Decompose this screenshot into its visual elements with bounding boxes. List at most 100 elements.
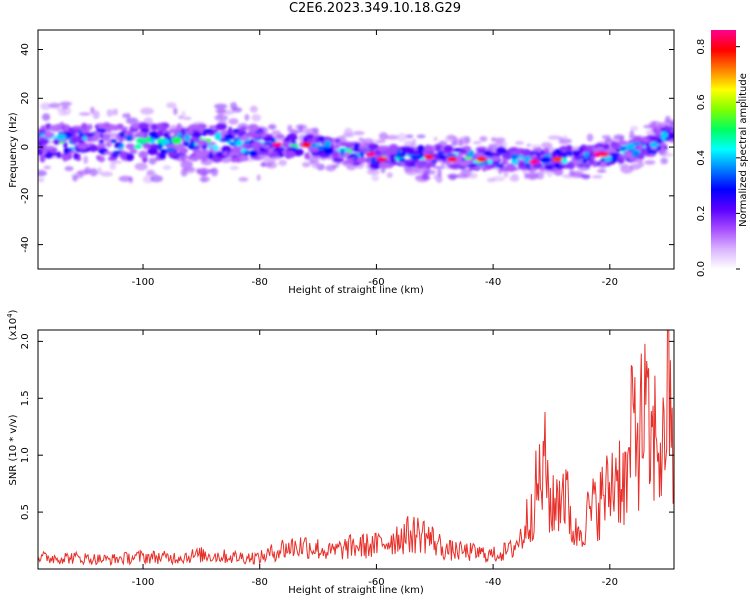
heatmap-cell [199, 168, 208, 177]
snr-y-multiplier-close: ) [8, 309, 19, 313]
x-tick-label: -20 [602, 577, 618, 588]
heatmap-cell [404, 167, 419, 176]
heatmap-cell [285, 150, 296, 159]
heatmap-cell [215, 123, 227, 131]
heatmap-cell [589, 160, 596, 164]
heatmap-cell [417, 160, 424, 169]
heatmap-cell [405, 134, 414, 139]
heatmap-cell [92, 110, 100, 120]
heatmap-cell [77, 141, 89, 150]
heatmap-cell [138, 150, 148, 159]
heatmap-cell [119, 131, 125, 139]
heatmap-cell [208, 125, 217, 129]
heatmap-cell [117, 123, 124, 128]
heatmap-cell [228, 126, 233, 135]
heatmap-cell [501, 166, 507, 172]
x-tick-label: -40 [485, 277, 501, 288]
heatmap-cell [39, 154, 46, 163]
heatmap-cell [140, 128, 150, 133]
heatmap-cell [176, 132, 182, 138]
heatmap-cell [423, 144, 433, 153]
heatmap-cell [263, 152, 271, 157]
heatmap-cell [420, 157, 426, 161]
heatmap-cell [408, 148, 413, 156]
figure-title: C2E6.2023.349.10.18.G29 [288, 1, 462, 16]
heatmap-cell [568, 152, 573, 157]
heatmap-cell [536, 146, 542, 153]
heatmap-cell [106, 141, 111, 149]
heatmap-cell [649, 141, 659, 148]
heatmap-cell [660, 131, 668, 139]
heatmap-cell [404, 160, 412, 166]
heatmap-cell [472, 141, 482, 145]
heatmap-cell [604, 155, 612, 162]
heatmap-cell [178, 115, 184, 120]
heatmap-cell [56, 133, 67, 141]
spectrogram-frame [37, 29, 675, 270]
heatmap-cell [43, 165, 51, 170]
heatmap-cell [660, 157, 668, 165]
heatmap-cell [72, 175, 78, 182]
heatmap-cell [283, 137, 291, 142]
heatmap-cell [585, 146, 591, 152]
heatmap-cell [343, 160, 355, 164]
heatmap-cell [100, 171, 113, 177]
heatmap-cell [389, 157, 397, 164]
heatmap-cell [385, 135, 400, 140]
heatmap-cell [343, 151, 351, 157]
heatmap-cell [498, 164, 503, 169]
heatmap-cell [378, 132, 389, 141]
heatmap-cell [618, 159, 623, 163]
heatmap-cell [183, 166, 196, 174]
heatmap-cell [619, 146, 627, 151]
heatmap-cell [270, 137, 276, 142]
heatmap-cell [138, 122, 149, 130]
heatmap-cell [230, 102, 238, 110]
heatmap-peak [528, 159, 539, 165]
heatmap-cell [166, 147, 176, 152]
heatmap-cell [148, 157, 157, 165]
heatmap-cell [59, 101, 72, 107]
heatmap-cell [150, 123, 158, 131]
heatmap-cell [150, 138, 156, 144]
heatmap-cell [664, 115, 671, 123]
heatmap-cell [167, 152, 179, 157]
heatmap-cell [438, 153, 446, 161]
heatmap-cell [494, 141, 504, 148]
heatmap-cell [641, 149, 649, 155]
heatmap-cell [378, 162, 391, 169]
heatmap-cell [290, 129, 300, 135]
heatmap-cell [244, 113, 250, 121]
heatmap-cell [156, 122, 163, 131]
heatmap-cell [38, 169, 47, 177]
heatmap-cell [318, 135, 325, 143]
x-tick-label: -80 [252, 577, 268, 588]
heatmap-cell [81, 122, 88, 130]
y-tick-label: -20 [20, 188, 31, 204]
heatmap-cell [626, 143, 636, 150]
snr-panel: -100 -80 -60 -40 -20 0.5 1.0 1.5 2.0 Height of … [6, 309, 675, 596]
heatmap-cell [668, 128, 674, 133]
heatmap-cell [631, 151, 638, 157]
heatmap-cell [200, 149, 210, 157]
heatmap-cell [85, 137, 95, 142]
heatmap-cell [510, 153, 518, 160]
heatmap-cell [118, 175, 133, 182]
colorbar-tick-label: 0.4 [696, 150, 707, 166]
heatmap-cell [241, 134, 250, 141]
heatmap-cell [618, 162, 628, 169]
heatmap-cell [367, 143, 379, 150]
heatmap-cell [424, 169, 436, 175]
heatmap-cell [371, 157, 376, 165]
heatmap-cell [48, 124, 60, 132]
heatmap-cell [565, 144, 573, 152]
heatmap-cell [251, 141, 263, 150]
heatmap-cell [298, 125, 303, 134]
heatmap-cell [666, 133, 674, 140]
heatmap-cell [318, 150, 324, 154]
snr-y-ticks: 0.5 1.0 1.5 2.0 [20, 333, 674, 520]
heatmap-cell [445, 134, 456, 143]
heatmap-cell [279, 151, 285, 158]
heatmap-cell [502, 141, 508, 149]
